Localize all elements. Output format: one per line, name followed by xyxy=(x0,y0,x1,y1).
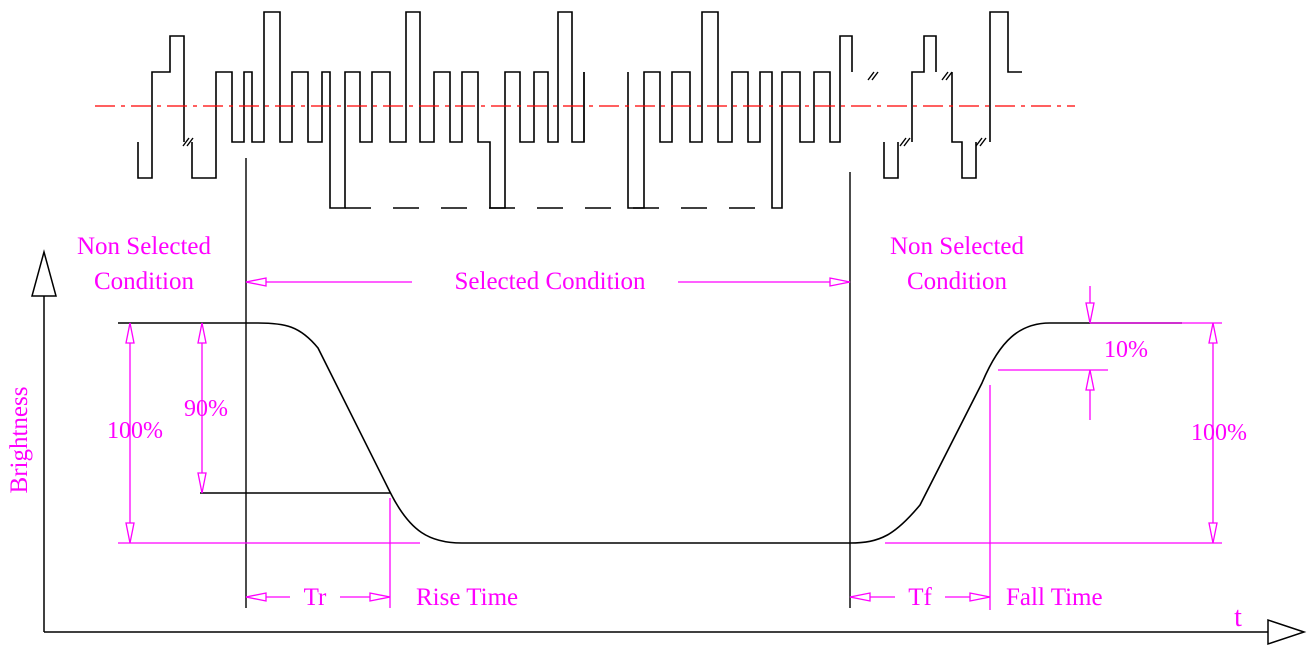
fall-symbol: Tf xyxy=(908,584,932,611)
drive-waveform xyxy=(137,11,1022,209)
right-non-selected-line-1: Non Selected xyxy=(890,233,1024,260)
axes xyxy=(31,249,1307,646)
x-axis-arrow-icon xyxy=(1267,618,1307,646)
left-90-percent: 90% xyxy=(184,396,228,422)
right-100-percent: 100% xyxy=(1191,420,1247,446)
y-axis-arrow-icon xyxy=(31,249,57,297)
rise-symbol: Tr xyxy=(304,584,327,611)
left-non-selected-line-2: Condition xyxy=(94,268,195,295)
right-10-percent: 10% xyxy=(1104,337,1148,363)
annotation-guides xyxy=(118,281,1222,610)
waveform-break-marks xyxy=(182,71,987,147)
annotation-arrowheads xyxy=(125,277,1218,602)
left-100-percent: 100% xyxy=(107,418,163,444)
rise-time-label: Rise Time xyxy=(416,584,518,611)
fall-time-label: Fall Time xyxy=(1006,584,1103,611)
right-non-selected-line-2: Condition xyxy=(907,268,1008,295)
brightness-curve xyxy=(118,322,1182,544)
selected-condition-label: Selected Condition xyxy=(455,268,646,295)
y-axis-label: Brightness xyxy=(6,387,33,494)
left-non-selected-line-1: Non Selected xyxy=(77,233,211,260)
x-axis-label: t xyxy=(1234,602,1242,633)
